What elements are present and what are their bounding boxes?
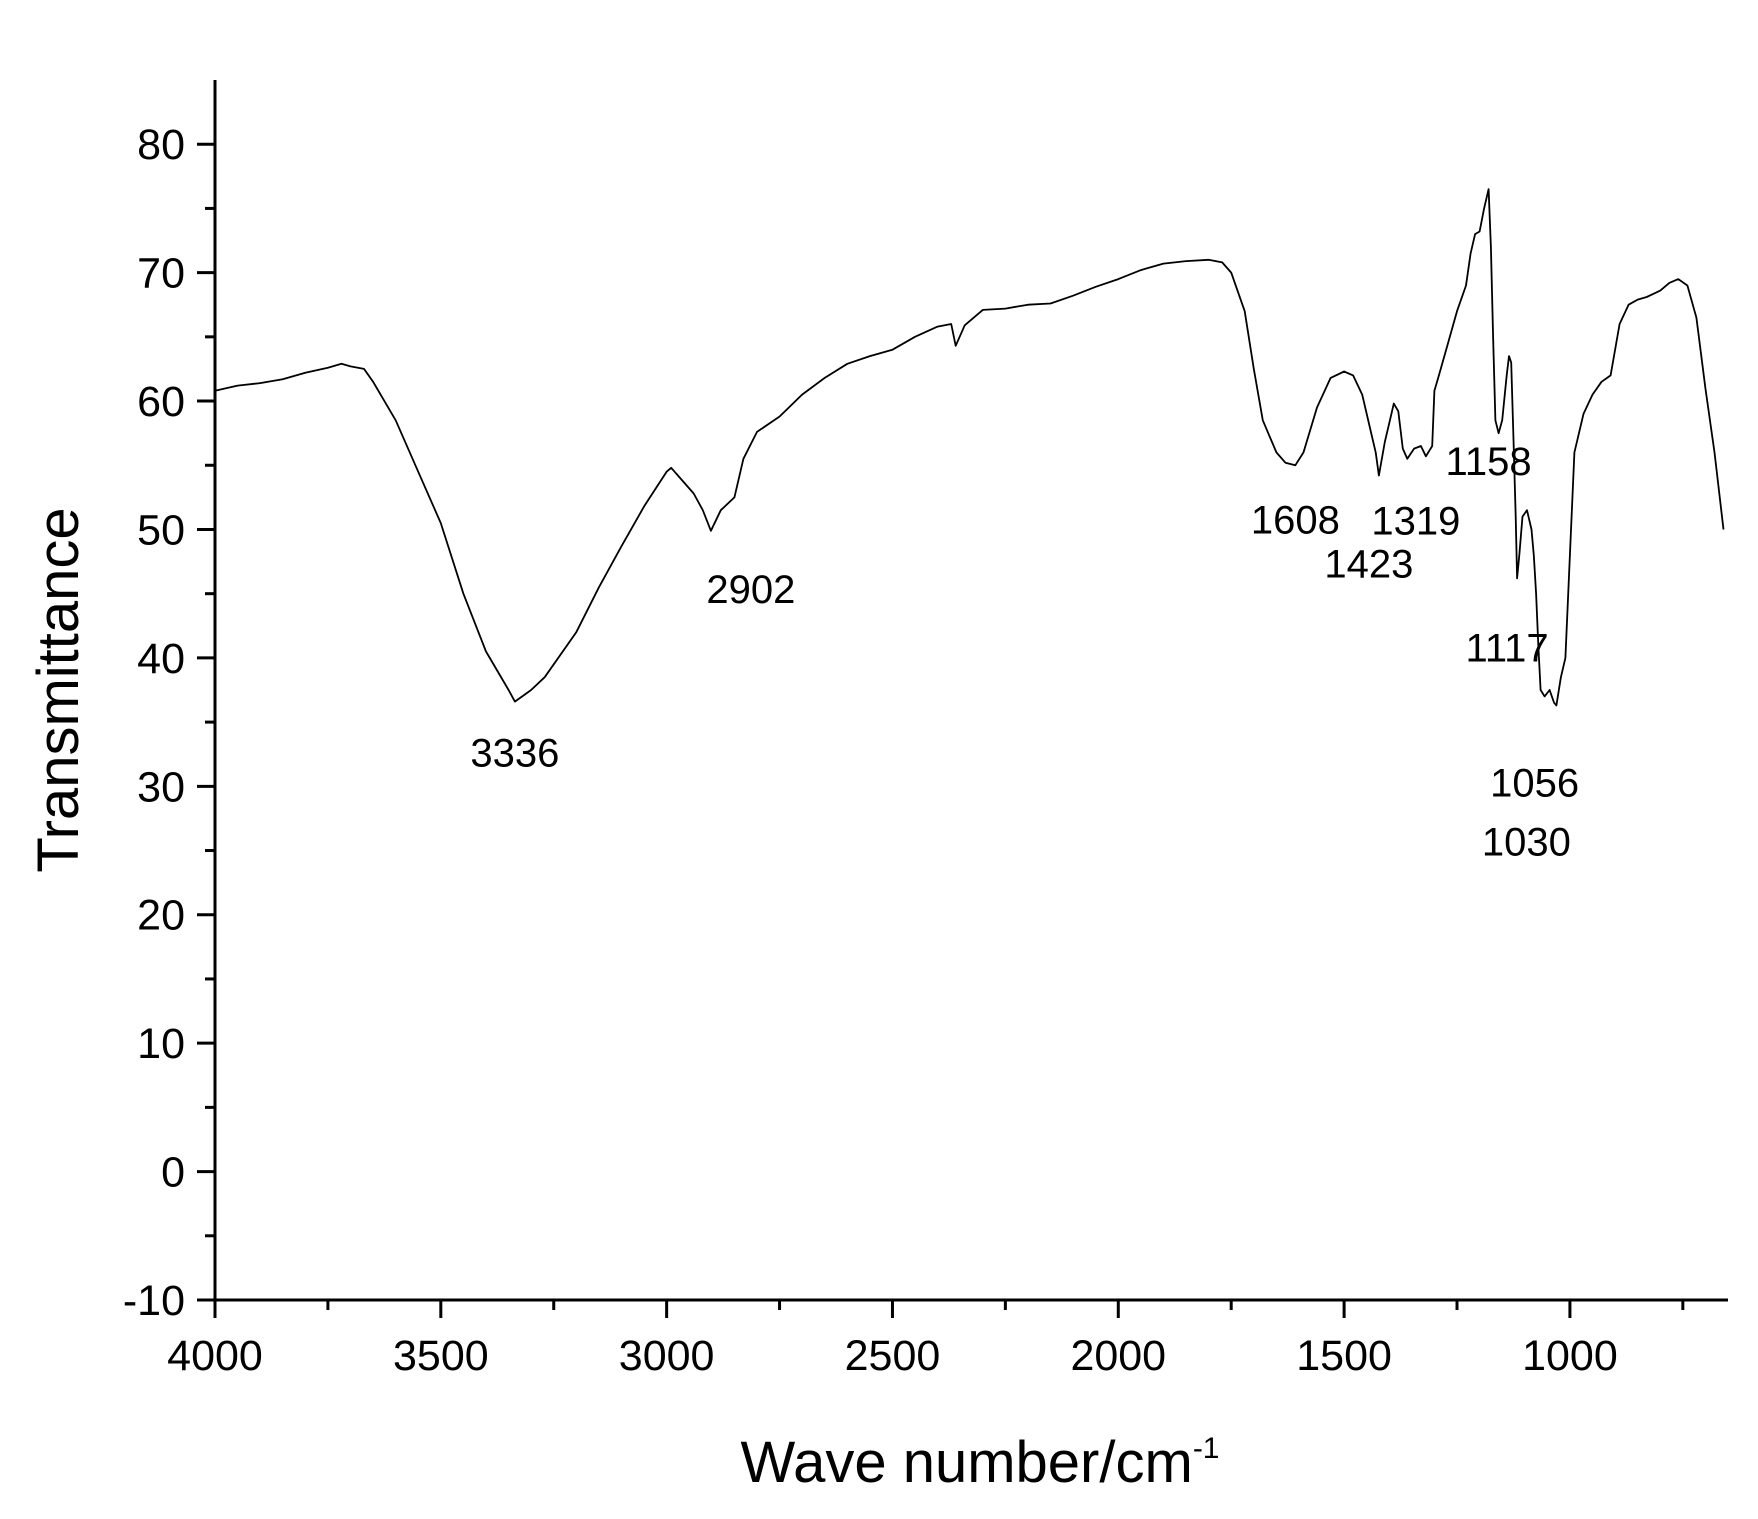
y-tick-label: 80 (137, 121, 185, 169)
peak-label: 1117 (1466, 626, 1549, 670)
y-tick-label: 50 (137, 506, 185, 554)
x-tick-label: 2000 (1070, 1332, 1166, 1380)
ticks (197, 142, 1685, 1318)
x-axis-title: Wave number/cm-1 (741, 1430, 1220, 1495)
x-tick-label: 2500 (845, 1332, 941, 1380)
y-tick-label: 0 (161, 1149, 185, 1197)
plot-area (214, 188, 1725, 707)
x-axis-title-superscript: -1 (1193, 1432, 1220, 1465)
x-tick-label: 3500 (393, 1332, 489, 1380)
x-axis-title-main: Wave number/cm (741, 1430, 1193, 1495)
x-tick-label: 1500 (1296, 1332, 1392, 1380)
peak-label: 1158 (1446, 440, 1532, 484)
peak-label: 1423 (1324, 543, 1413, 587)
peak-label: 1056 (1490, 761, 1579, 805)
y-tick-label: -10 (123, 1277, 185, 1325)
y-tick-label: 60 (137, 378, 185, 426)
spectrum-line (214, 188, 1725, 707)
axes (213, 80, 1728, 1302)
y-axis-title: Transmittance (26, 507, 91, 872)
peak-label: 3336 (470, 732, 559, 776)
peak-label: 1030 (1482, 820, 1571, 864)
y-tick-label: 70 (137, 250, 185, 298)
y-tick-label: 30 (137, 763, 185, 811)
x-tick-label: 3000 (619, 1332, 715, 1380)
x-tick-label: 4000 (167, 1332, 263, 1380)
x-tick-label: 1000 (1522, 1332, 1618, 1380)
tick-labels: -10 0 10 20 30 40 50 60 70 80 4000 3500 3000 2500 2000… (123, 121, 1618, 1380)
peak-label: 1608 (1251, 498, 1340, 542)
y-tick-label: 20 (137, 892, 185, 940)
peak-label: 1319 (1371, 499, 1460, 543)
y-tick-label: 40 (137, 635, 185, 683)
y-tick-label: 10 (137, 1020, 185, 1068)
peak-label: 2902 (706, 568, 795, 612)
